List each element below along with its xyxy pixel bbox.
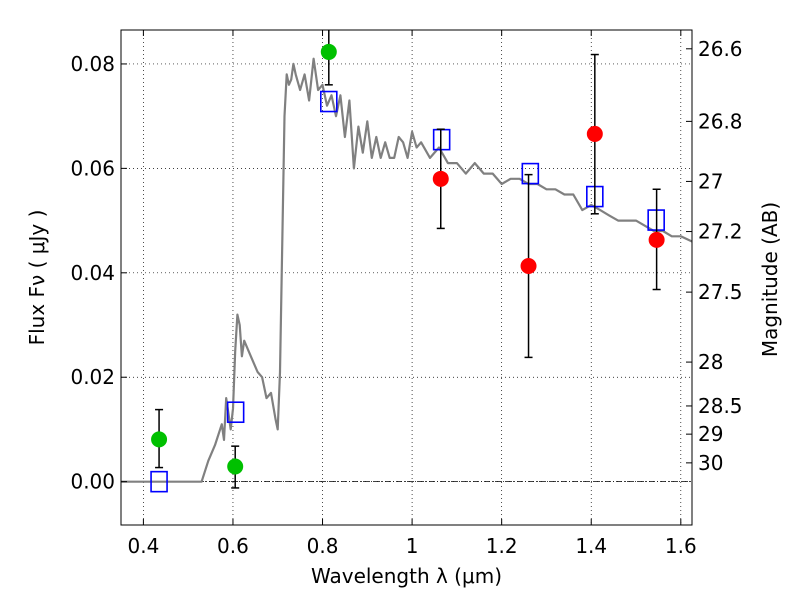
y-tick-label: 0.08 xyxy=(70,52,115,76)
plot-area xyxy=(121,30,693,493)
magnitude-tick-label: 27 xyxy=(698,169,723,193)
y-tick-label: 0.06 xyxy=(70,156,115,180)
magnitude-tick-label: 29 xyxy=(698,422,723,446)
model-flux-box xyxy=(521,162,540,185)
red-data-point xyxy=(432,170,449,187)
x-tick-label: 1 xyxy=(406,534,419,558)
magnitude-tick-label: 26.6 xyxy=(698,37,743,61)
x-tick-label: 0.4 xyxy=(127,534,159,558)
green-data-point xyxy=(227,458,244,475)
x-tick-label: 0.8 xyxy=(307,534,339,558)
magnitude-tick-label: 28.5 xyxy=(698,394,743,418)
x-axis-label: Wavelength λ (μm) xyxy=(311,564,502,588)
red-data-point xyxy=(648,231,665,248)
y-tick-label: 0.02 xyxy=(70,365,115,389)
magnitude-tick-label: 27.2 xyxy=(698,220,743,244)
x-axis: 0.4 0.6 0.8 1 1.2 1.4 1.6 xyxy=(127,30,697,558)
green-data-point xyxy=(320,43,337,60)
magnitude-tick-label: 28 xyxy=(698,350,723,374)
model-flux-box xyxy=(432,128,451,151)
model-spectrum-line xyxy=(121,57,693,483)
x-tick-label: 0.6 xyxy=(217,534,249,558)
y-tick-label: 0.00 xyxy=(70,470,115,494)
model-flux-box xyxy=(226,401,245,424)
magnitude-tick-label: 27.5 xyxy=(698,280,743,304)
x-tick-label: 1.2 xyxy=(486,534,518,558)
model-flux-box xyxy=(150,470,168,493)
grid-lines xyxy=(121,30,692,525)
red-data-point xyxy=(586,125,603,142)
y-axis-left: 0.00 0.02 0.04 0.06 0.08 xyxy=(70,52,127,494)
magnitude-axis-label: Magnitude (AB) xyxy=(758,202,782,357)
model-flux-box xyxy=(319,90,338,113)
plot-frame xyxy=(120,29,693,526)
green-data-point xyxy=(151,431,168,448)
y-axis-label: Flux Fν ( μJy ) xyxy=(25,210,49,346)
y-tick-label: 0.04 xyxy=(70,261,115,285)
x-tick-label: 1.4 xyxy=(575,534,607,558)
x-tick-label: 1.6 xyxy=(665,534,697,558)
magnitude-tick-label: 26.8 xyxy=(698,109,743,133)
y-axis-right: 26.6 26.8 27 27.2 27.5 28 28.5 29 30 xyxy=(686,37,743,475)
magnitude-tick-label: 30 xyxy=(698,451,723,475)
red-data-point xyxy=(520,258,537,275)
